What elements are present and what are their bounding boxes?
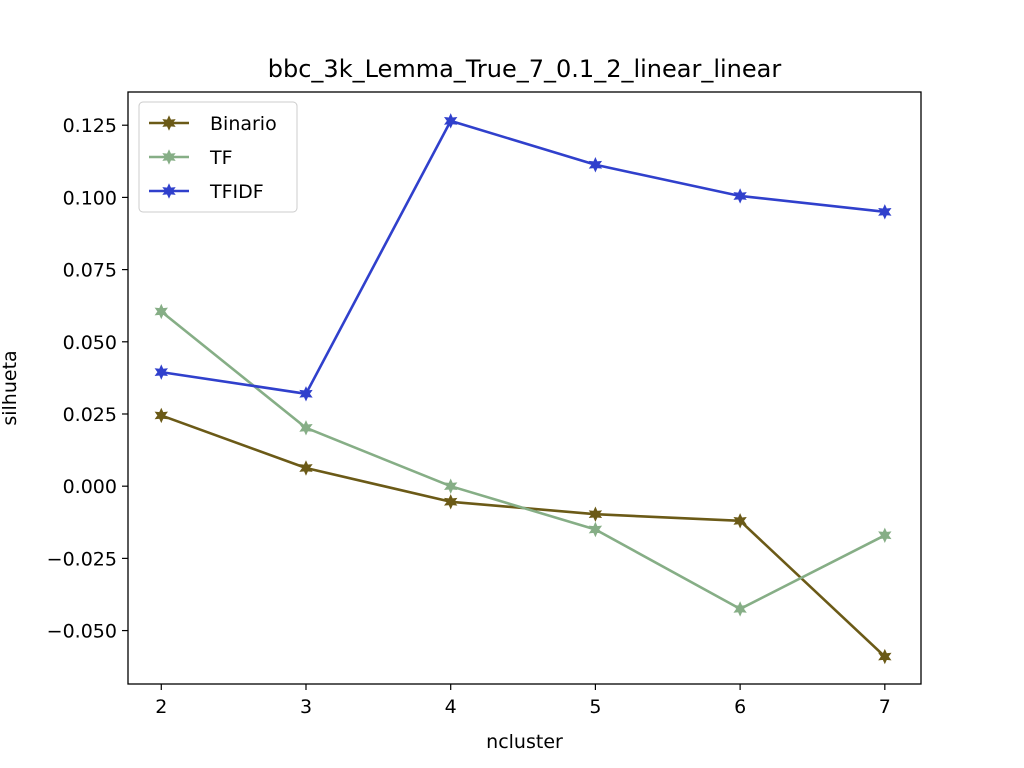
data-point-binario [154,407,168,424]
legend-marker-tfidf [162,183,176,199]
data-point-tf [588,521,603,538]
legend-label-binario: Binario [210,113,277,135]
chart-title: bbc_3k_Lemma_True_7_0.1_2_linear_linear [268,55,782,83]
y-tick-label: 0.050 [63,332,117,354]
x-axis-label: ncluster [486,731,563,753]
data-point-binario [733,513,747,529]
y-tick-label: 0.000 [63,476,117,498]
data-point-tfidf [154,364,168,380]
x-tick-label: 5 [589,696,601,718]
x-tick-label: 7 [879,696,891,718]
data-point-binario [299,460,313,476]
series-line-tf [160,310,886,611]
data-point-tfidf [444,113,458,129]
legend-marker-binario [162,115,176,131]
y-tick-label: 0.075 [63,260,117,282]
legend: Binario TF TFIDF [138,101,298,213]
data-point-binario [444,494,458,510]
data-point-tf [299,420,313,436]
legend-box [138,101,298,213]
data-point-binario [878,648,892,665]
data-point-tf [154,303,168,320]
data-point-tfidf [299,386,313,402]
y-tick-label: 0.100 [63,187,117,209]
x-tick-label: 3 [300,696,312,718]
data-point-tf [733,601,747,617]
x-tick-label: 4 [445,696,457,718]
y-tick-label: 0.125 [63,115,117,137]
data-point-tfidf [588,157,603,173]
data-point-tfidf [878,204,892,220]
data-point-tf [878,527,892,543]
data-point-tfidf [733,188,747,204]
legend-label-tfidf: TFIDF [209,181,264,203]
y-tick-label: −0.025 [47,548,117,570]
x-tick-label: 6 [734,696,746,718]
data-point-tf [444,478,458,494]
y-tick-label: −0.050 [47,621,117,643]
legend-label-tf: TF [209,147,233,169]
x-tick-label: 2 [155,696,167,718]
data-point-binario [588,506,603,522]
y-axis-label: silhueta [0,350,21,425]
series-line-tfidf [161,119,885,396]
y-axis: −0.050 −0.025 0.000 0.025 0.050 0.075 0.100 0.1… [47,115,128,643]
x-axis: 2 3 4 5 6 7 [155,684,891,718]
plot-frame [127,91,922,685]
y-tick-label: 0.025 [63,404,117,426]
plot-layer [154,113,892,665]
legend-marker-tf [162,149,176,165]
